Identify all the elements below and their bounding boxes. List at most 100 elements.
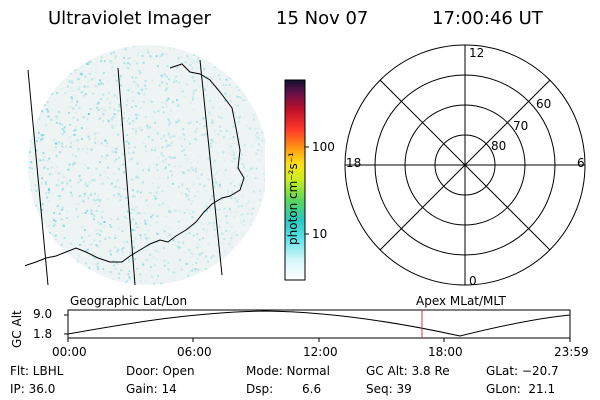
uv-speckle bbox=[80, 281, 83, 284]
uv-speckle bbox=[202, 117, 205, 120]
uv-speckle bbox=[100, 98, 103, 100]
uv-speckle bbox=[35, 140, 38, 142]
uv-speckle bbox=[118, 186, 121, 189]
uv-speckle bbox=[90, 212, 93, 215]
uv-speckle bbox=[167, 176, 170, 179]
uv-speckle bbox=[80, 73, 83, 76]
uv-speckle bbox=[28, 166, 31, 169]
uv-speckle bbox=[125, 217, 128, 220]
uv-speckle bbox=[240, 221, 243, 224]
uv-speckle bbox=[114, 125, 117, 128]
uv-speckle bbox=[183, 172, 186, 175]
uv-speckle bbox=[233, 52, 236, 55]
uv-speckle bbox=[209, 207, 211, 209]
uv-speckle bbox=[98, 201, 101, 204]
uv-speckle bbox=[94, 77, 96, 80]
orbit-altitude-curve bbox=[67, 310, 571, 337]
uv-speckle bbox=[219, 274, 222, 277]
uv-speckle bbox=[111, 66, 114, 69]
uv-speckle bbox=[82, 116, 85, 119]
uv-speckle bbox=[67, 168, 70, 171]
uv-speckle bbox=[79, 71, 82, 74]
uv-speckle bbox=[237, 274, 240, 277]
uv-speckle bbox=[95, 202, 98, 205]
uv-speckle bbox=[213, 185, 216, 188]
uv-speckle bbox=[257, 137, 260, 140]
uv-speckle bbox=[46, 159, 49, 162]
uv-speckle bbox=[196, 233, 199, 236]
uv-speckle bbox=[213, 223, 216, 226]
uv-speckle bbox=[156, 169, 159, 172]
uv-speckle bbox=[149, 55, 152, 58]
uv-speckle bbox=[29, 269, 32, 272]
uv-speckle bbox=[260, 149, 263, 152]
uv-speckle bbox=[120, 284, 123, 285]
uv-speckle bbox=[198, 154, 201, 157]
uv-speckle bbox=[66, 217, 69, 219]
uv-speckle bbox=[39, 66, 41, 69]
uv-speckle bbox=[35, 75, 38, 77]
uv-speckle bbox=[243, 219, 246, 222]
uv-speckle bbox=[86, 147, 89, 150]
uv-speckle bbox=[177, 59, 179, 62]
uv-speckle bbox=[159, 137, 162, 140]
uv-speckle bbox=[125, 65, 128, 68]
uv-speckle bbox=[32, 79, 35, 82]
uv-speckle bbox=[100, 216, 103, 219]
uv-speckle bbox=[136, 190, 139, 193]
uv-speckle bbox=[255, 270, 258, 273]
uv-speckle bbox=[118, 78, 121, 81]
uv-speckle bbox=[194, 130, 197, 133]
uv-speckle bbox=[262, 118, 265, 121]
uv-speckle bbox=[59, 122, 61, 125]
uv-speckle bbox=[34, 116, 37, 119]
uv-speckle bbox=[35, 149, 38, 152]
uv-speckle bbox=[229, 100, 232, 103]
uv-speckle bbox=[219, 78, 221, 81]
uv-disk-background bbox=[28, 45, 265, 285]
uv-speckle bbox=[248, 96, 251, 99]
uv-speckle bbox=[108, 91, 110, 94]
uv-speckle bbox=[190, 166, 193, 169]
uv-speckle bbox=[256, 250, 259, 253]
uv-speckle bbox=[167, 185, 170, 188]
uv-speckle bbox=[88, 277, 91, 280]
uv-speckle bbox=[68, 111, 71, 114]
uv-speckle bbox=[113, 74, 116, 77]
uv-speckle bbox=[69, 105, 72, 108]
uv-speckle bbox=[40, 134, 43, 137]
uv-speckle bbox=[133, 80, 136, 83]
uv-speckle bbox=[265, 185, 267, 187]
uv-speckle bbox=[87, 62, 89, 65]
uv-speckle bbox=[242, 88, 244, 91]
uv-speckle bbox=[135, 226, 138, 229]
uv-speckle bbox=[43, 166, 46, 169]
uv-speckle bbox=[28, 216, 30, 219]
uv-speckle bbox=[162, 154, 165, 157]
uv-speckle bbox=[195, 167, 197, 170]
uv-speckle bbox=[117, 227, 120, 230]
uv-speckle bbox=[100, 182, 103, 185]
uv-speckle bbox=[168, 123, 171, 126]
uv-speckle bbox=[266, 261, 268, 263]
uv-speckle bbox=[165, 215, 168, 218]
uv-speckle bbox=[168, 163, 171, 166]
uv-speckle bbox=[98, 233, 101, 236]
orbit-right-label: Apex MLat/MLT bbox=[416, 294, 506, 308]
uv-speckle bbox=[141, 181, 144, 184]
uv-speckle bbox=[30, 161, 33, 164]
uv-speckle bbox=[194, 268, 196, 271]
uv-speckle bbox=[82, 47, 85, 50]
uv-speckle bbox=[231, 149, 234, 152]
uv-speckle bbox=[169, 234, 172, 236]
uv-speckle bbox=[202, 237, 205, 240]
uv-speckle bbox=[111, 279, 114, 282]
uv-speckle bbox=[267, 276, 269, 278]
uv-speckle bbox=[211, 106, 214, 109]
uv-speckle bbox=[230, 240, 233, 242]
uv-speckle bbox=[188, 58, 191, 61]
uv-speckle bbox=[61, 69, 64, 72]
uv-speckle bbox=[236, 104, 239, 107]
uv-speckle bbox=[58, 212, 61, 215]
uv-speckle bbox=[132, 120, 135, 123]
